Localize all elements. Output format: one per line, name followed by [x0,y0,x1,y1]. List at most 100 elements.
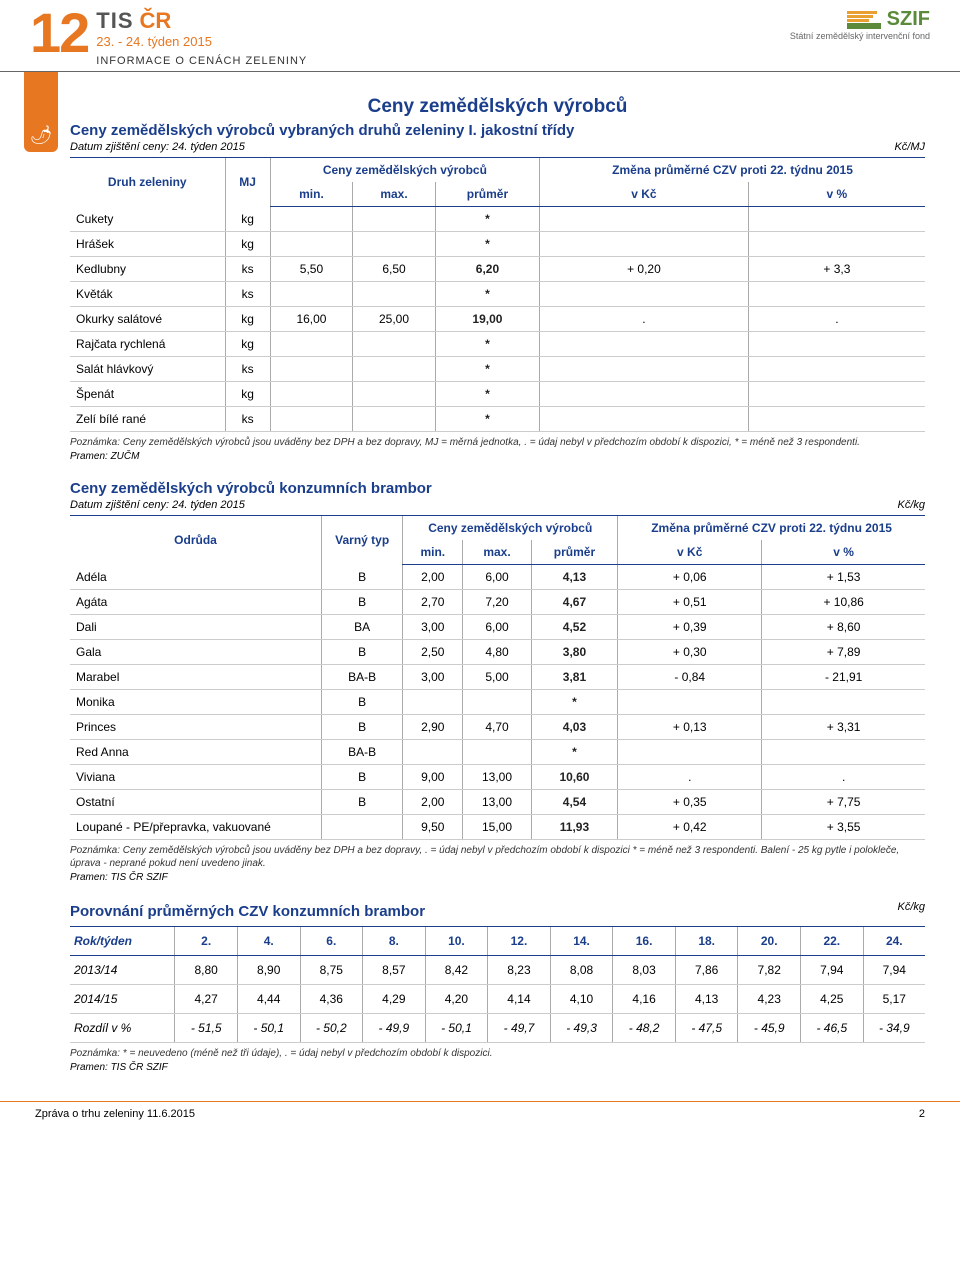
s1-table: Druh zeleniny MJ Ceny zemědělských výrob… [70,157,925,432]
cell-kc: . [618,765,762,790]
cell-val: 8,23 [488,956,551,985]
cell-prumer: 4,67 [531,590,617,615]
cell-min [270,357,353,382]
cell-min [403,690,463,715]
cell-typ: B [322,565,403,590]
cell-mj: ks [225,282,270,307]
table-row: MonikaB* [70,690,925,715]
th2-min: min. [403,540,463,565]
s2-title: Ceny zemědělských výrobců konzumních bra… [70,480,925,497]
footer-left: Zpráva o trhu zeleniny 11.6.2015 [35,1108,195,1120]
table-row: GalaB2,504,803,80+ 0,30+ 7,89 [70,640,925,665]
cell-kc: + 0,20 [540,257,749,282]
s3-unit: Kč/kg [897,901,925,922]
cell-max: 13,00 [463,765,531,790]
th-druh: Druh zeleniny [70,158,225,207]
page-footer: Zpráva o trhu zeleniny 11.6.2015 2 [0,1101,960,1130]
s1-source: Pramen: ZUČM [70,451,925,462]
cell-kc [540,282,749,307]
th-col: 22. [801,927,864,956]
th-col: Rok/týden [70,927,175,956]
cell-min [403,740,463,765]
cell-val: 4,20 [425,985,488,1014]
th2-vpct: v % [762,540,925,565]
cell-mj: kg [225,307,270,332]
cell-name: 2013/14 [70,956,175,985]
cell-prumer: * [435,407,539,432]
tis-block: TIS ČR 23. - 24. týden 2015 INFORMACE O … [96,8,307,67]
cell-max [463,690,531,715]
cell-min [270,232,353,257]
table-row: Špenátkg* [70,382,925,407]
cell-min: 9,00 [403,765,463,790]
cell-typ: B [322,690,403,715]
cell-kc: + 0,39 [618,615,762,640]
cell-val: 7,94 [801,956,864,985]
cell-kc: . [540,307,749,332]
cell-mj: ks [225,407,270,432]
cell-kc: - 0,84 [618,665,762,690]
cell-name: Adéla [70,565,322,590]
cell-min: 9,50 [403,815,463,840]
cell-typ [322,815,403,840]
cell-val: 4,27 [175,985,238,1014]
cell-max [353,382,436,407]
cell-val: 4,44 [237,985,300,1014]
cell-max: 25,00 [353,307,436,332]
th-min: min. [270,182,353,207]
cell-prumer: 6,20 [435,257,539,282]
cell-name: Viviana [70,765,322,790]
cell-prumer: * [435,382,539,407]
cell-prumer: * [435,232,539,257]
cell-min: 16,00 [270,307,353,332]
tis-label: TIS [96,8,133,34]
th-col: 14. [550,927,613,956]
cell-kc [540,407,749,432]
table-row: AgátaB2,707,204,67+ 0,51+ 10,86 [70,590,925,615]
table-row: Zelí bílé ranéks* [70,407,925,432]
cell-max [353,282,436,307]
s2-table: Odrůda Varný typ Ceny zemědělských výrob… [70,515,925,840]
cell-kc [540,207,749,232]
th2-prumer: průměr [531,540,617,565]
th-vpct: v % [748,182,925,207]
cell-typ: BA [322,615,403,640]
cell-prumer: * [435,332,539,357]
th-col: 8. [363,927,426,956]
cell-min [270,282,353,307]
cell-pct: + 7,75 [762,790,925,815]
footer-right: 2 [919,1108,925,1120]
th-vkc: v Kč [540,182,749,207]
cell-prumer: 19,00 [435,307,539,332]
cell-kc [618,740,762,765]
cell-val: 8,80 [175,956,238,985]
th-col: 2. [175,927,238,956]
cell-val: 7,94 [863,956,925,985]
week-range: 23. - 24. týden 2015 [96,34,307,49]
cell-prumer: 4,54 [531,790,617,815]
cell-val: - 48,2 [613,1014,676,1043]
cell-min: 2,70 [403,590,463,615]
cell-max: 6,50 [353,257,436,282]
cell-max: 5,00 [463,665,531,690]
th-col: 12. [488,927,551,956]
cell-max: 4,80 [463,640,531,665]
th-col: 24. [863,927,925,956]
cell-min: 3,00 [403,615,463,640]
th-col: 16. [613,927,676,956]
cell-name: Agáta [70,590,322,615]
cell-mj: ks [225,257,270,282]
cell-prumer: 10,60 [531,765,617,790]
table-row: Okurky salátovékg16,0025,0019,00.. [70,307,925,332]
s1-date: Datum zjištění ceny: 24. týden 2015 [70,141,245,153]
cell-kc [540,357,749,382]
cell-val: 4,23 [738,985,801,1014]
cell-val: 7,82 [738,956,801,985]
cell-pct: + 8,60 [762,615,925,640]
th-prumer: průměr [435,182,539,207]
cell-pct: + 3,31 [762,715,925,740]
cell-max: 6,00 [463,615,531,640]
s3-table: Rok/týden2.4.6.8.10.12.14.16.18.20.22.24… [70,926,925,1043]
cell-val: - 50,1 [425,1014,488,1043]
szif-subtext: Státní zemědělský intervenční fond [790,31,930,41]
